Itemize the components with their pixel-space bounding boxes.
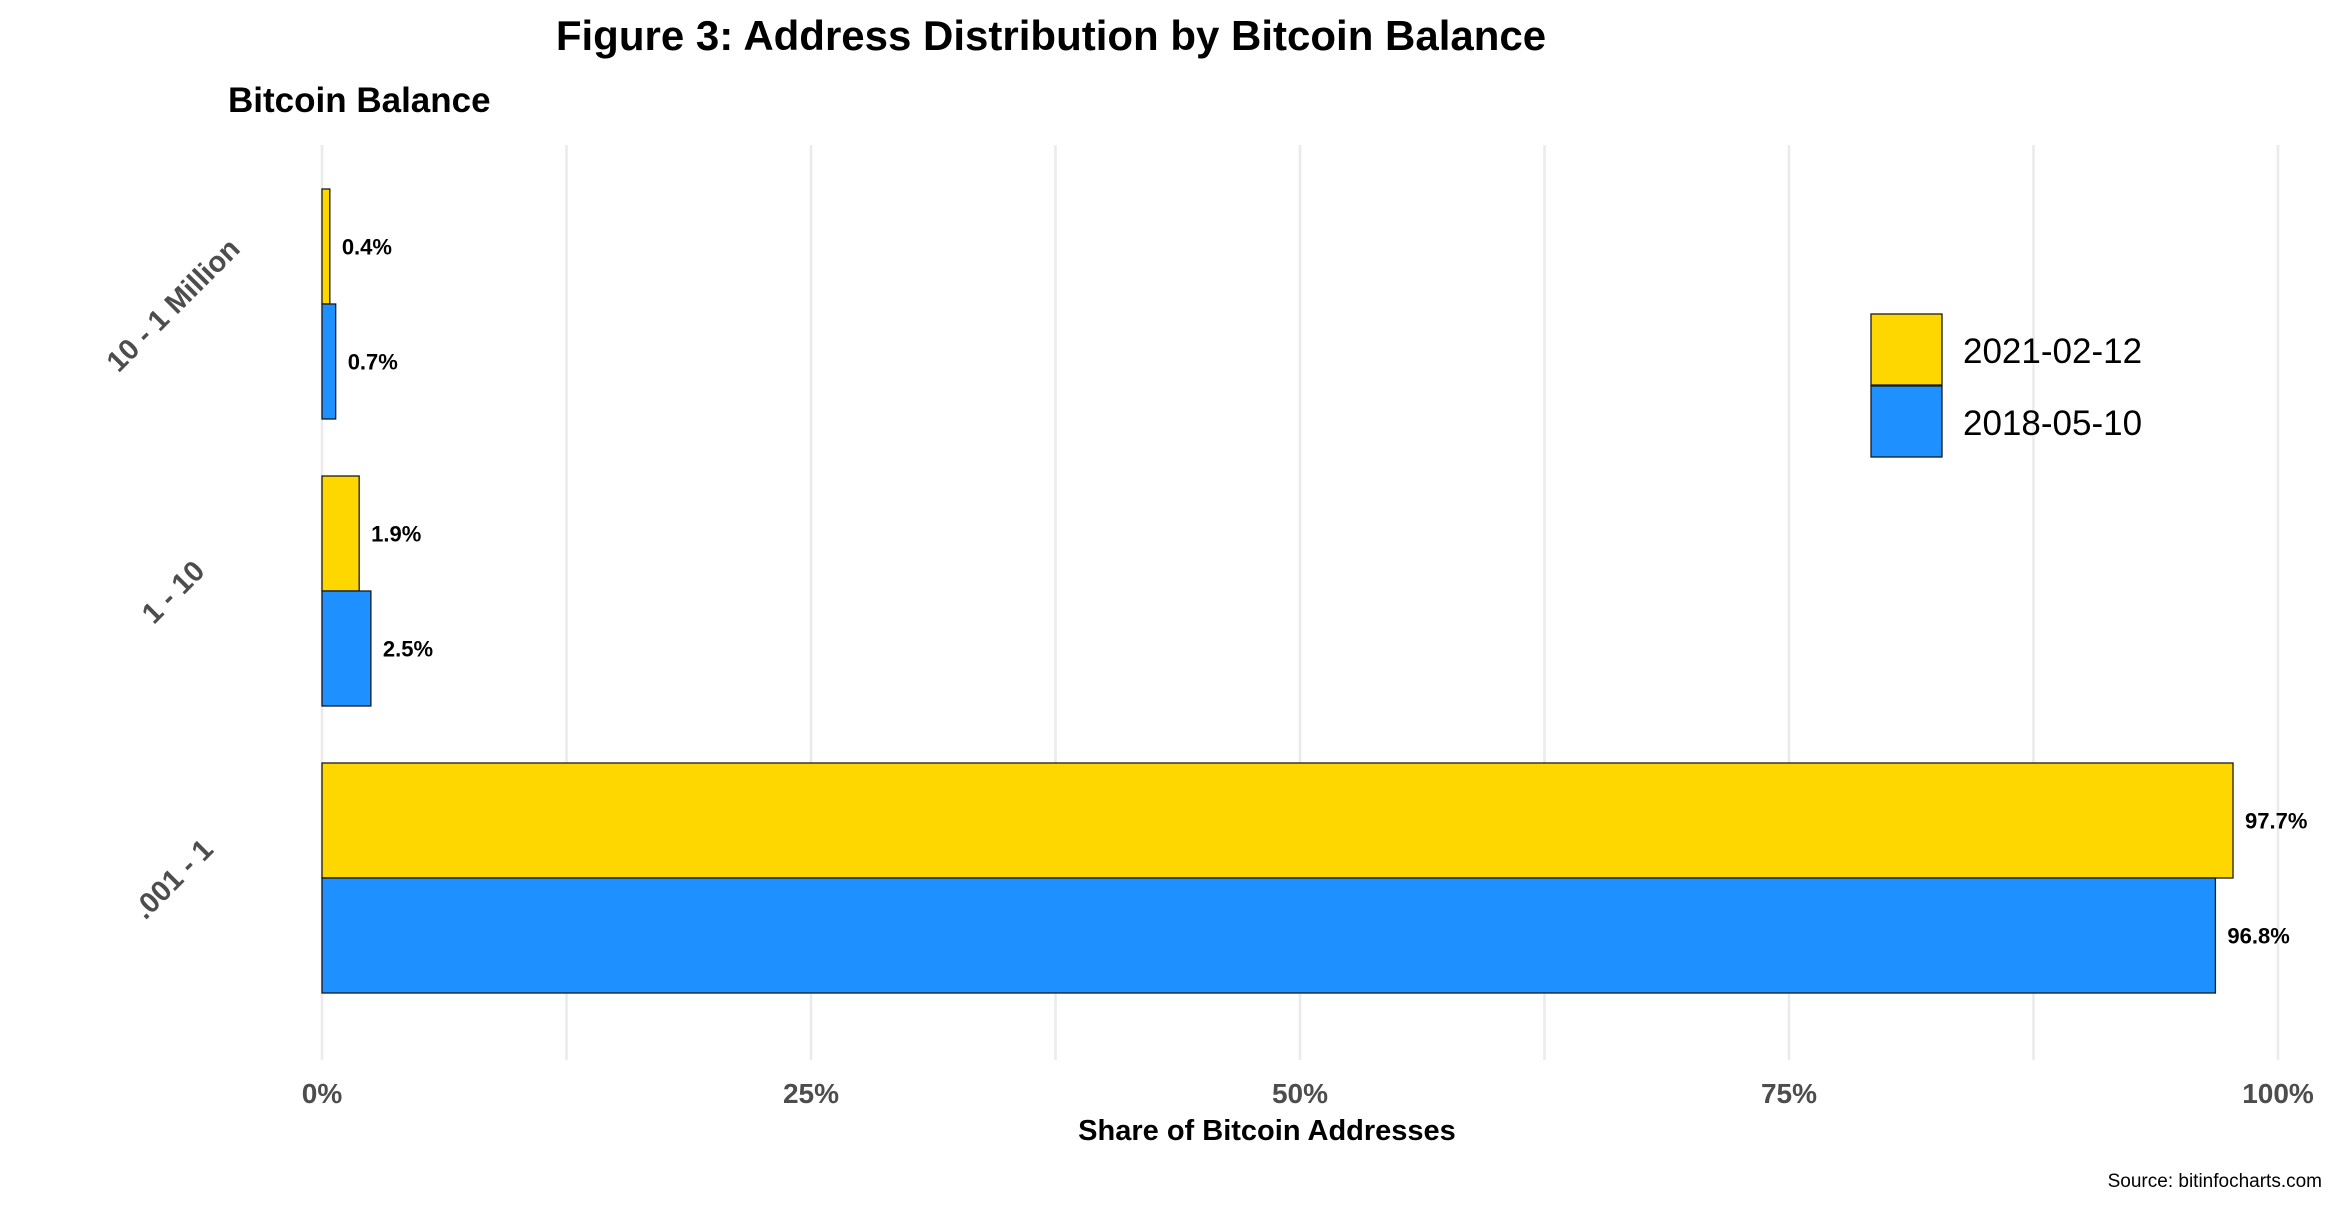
legend-key-2021-02-12 [1870, 313, 1943, 386]
x-tick-label: 25% [783, 1078, 839, 1109]
bar-2018-05-10 [321, 590, 372, 707]
chart-title: Figure 3: Address Distribution by Bitcoi… [556, 12, 1546, 59]
data-label: 1.9% [371, 522, 421, 547]
legend: 2021-02-12 2018-05-10 [1870, 313, 2142, 458]
legend-key-2018-05-10 [1870, 385, 1943, 458]
source-note: Source: bitinfocharts.com [2108, 1171, 2322, 1192]
y-tick-label: 10 - 1 Million [101, 233, 247, 379]
grid-layer [320, 145, 2280, 1060]
x-tick-label: 0% [302, 1078, 343, 1109]
data-labels-layer: 0.4% 0.7% 1.9% 2.5% 97.7% 96.8% [342, 235, 2308, 949]
data-label: 96.8% [2227, 924, 2289, 949]
bar-2018-05-10 [321, 303, 337, 420]
y-tick-label: .001 - 1 [128, 834, 220, 926]
y-tick-label: 1 - 10 [136, 555, 211, 630]
data-label: 2.5% [383, 637, 433, 662]
x-ticks-layer: 0% 25% 50% 75% 100% [302, 1078, 2314, 1109]
bars-layer [321, 188, 2234, 994]
x-tick-label: 50% [1272, 1078, 1328, 1109]
bar-2021-02-12 [321, 188, 331, 305]
data-label: 97.7% [2245, 809, 2307, 834]
bar-2021-02-12 [321, 475, 360, 592]
legend-label-2021-02-12: 2021-02-12 [1963, 332, 2142, 371]
x-tick-label: 75% [1761, 1078, 1817, 1109]
legend-label-2018-05-10: 2018-05-10 [1963, 404, 2142, 443]
x-tick-label: 100% [2242, 1078, 2314, 1109]
bar-2021-02-12 [321, 762, 2234, 879]
data-label: 0.4% [342, 235, 392, 260]
y-ticks-layer: 10 - 1 Million 1 - 10 .001 - 1 [101, 233, 247, 926]
y-axis-title: Bitcoin Balance [228, 81, 491, 120]
data-label: 0.7% [348, 350, 398, 375]
x-axis-title: Share of Bitcoin Addresses [1078, 1115, 1456, 1147]
bar-2018-05-10 [321, 877, 2217, 994]
